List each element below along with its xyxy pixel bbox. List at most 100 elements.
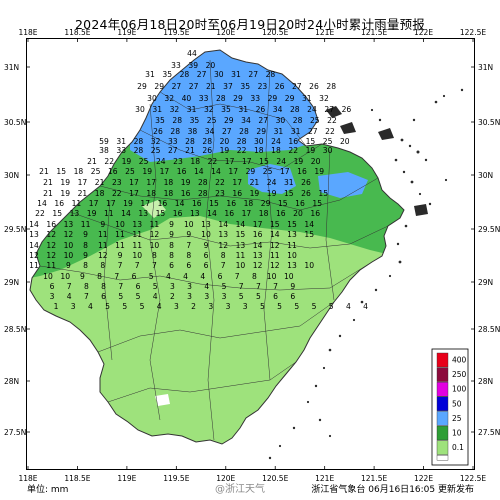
rainfall-value: 17	[129, 178, 139, 187]
rainfall-value: 8	[97, 272, 102, 281]
rainfall-value: 16	[192, 199, 202, 208]
rainfall-value: 11	[115, 230, 125, 239]
rainfall-value: 10	[184, 220, 194, 229]
rainfall-value: 18	[95, 189, 105, 198]
rainfall-value: 19	[267, 189, 277, 198]
rainfall-value: 26	[275, 82, 285, 91]
rainfall-value: 31	[231, 70, 241, 79]
y-tick-label: 28.5N	[478, 325, 500, 334]
rainfall-value: 18	[146, 189, 156, 198]
rainfall-value: 11	[98, 230, 108, 239]
rainfall-value: 3	[71, 302, 76, 311]
rainfall-value: 10	[64, 251, 74, 260]
rainfall-value: 7	[114, 272, 119, 281]
y-tick-label: 29.5N	[478, 225, 500, 234]
rainfall-value: 13	[201, 220, 211, 229]
rainfall-value: 29	[137, 82, 147, 91]
rainfall-value: 11	[270, 251, 280, 260]
rainfall-value: 19	[60, 189, 70, 198]
rainfall-value: 31	[187, 105, 197, 114]
rainfall-value: 11	[132, 230, 142, 239]
rainfall-value: 22	[327, 116, 337, 125]
rainfall-value: 10	[150, 241, 160, 250]
rainfall-value: 11	[81, 220, 91, 229]
rainfall-value: 3	[187, 292, 192, 301]
rainfall-value: 16	[226, 199, 236, 208]
rainfall-value: 16	[310, 209, 320, 218]
rainfall-value: 4	[204, 282, 209, 291]
rainfall-value: 12	[46, 230, 56, 239]
rainfall-value: 12	[46, 241, 56, 250]
map-title: 2024年06月18日20时至06月19日20时24小时累计雨量预报	[75, 17, 425, 32]
rainfall-value: 16	[232, 189, 242, 198]
rainfall-value: 9	[80, 272, 85, 281]
rainfall-value: 29	[233, 94, 243, 103]
rainfall-value: 31	[274, 127, 284, 136]
rainfall-value: 29	[261, 199, 271, 208]
rainfall-value: 8	[100, 261, 105, 270]
rainfall-value: 14	[207, 209, 217, 218]
rainfall-value: 6	[101, 292, 106, 301]
rainfall-value: 28	[326, 82, 336, 91]
rainfall-value: 28	[180, 70, 190, 79]
rainfall-value: 15	[56, 167, 66, 176]
rainfall-value: 22	[288, 146, 298, 155]
rainfall-value: 19	[306, 146, 316, 155]
y-tick-label: 28N	[478, 377, 493, 386]
watermark: @浙江天气	[215, 484, 265, 495]
rainfall-value: 17	[89, 199, 99, 208]
rainfall-value: 13	[236, 241, 246, 250]
rainfall-value: 28	[216, 94, 226, 103]
rainfall-value: 14	[270, 230, 280, 239]
rainfall-value: 8	[101, 282, 106, 291]
rainfall-value: 21	[43, 189, 53, 198]
y-tick-label: 30.5N	[478, 118, 500, 127]
rainfall-value: 31	[302, 94, 312, 103]
rainfall-value: 27	[168, 146, 178, 155]
rainfall-value: 20	[311, 157, 321, 166]
rainfall-value: 18	[271, 146, 281, 155]
rainfall-value: 22	[104, 157, 114, 166]
rainfall-value: 6	[132, 272, 137, 281]
rainfall-value: 26	[202, 146, 212, 155]
legend-label: 25	[452, 414, 462, 423]
legend-swatch	[436, 382, 449, 397]
rainfall-value: 19	[87, 209, 97, 218]
rainfall-value: 12	[46, 251, 56, 260]
rainfall-value: 15	[312, 199, 322, 208]
rainfall-value: 5	[256, 292, 261, 301]
legend-label: 400	[452, 356, 467, 365]
rainfall-value: 28	[290, 105, 300, 114]
rainfall-value: 5	[260, 302, 265, 311]
rainfall-value: 31	[284, 178, 294, 187]
rainfall-value: 17	[225, 157, 235, 166]
rainfall-value: 38	[188, 127, 198, 136]
rainfall-value: 27	[197, 70, 207, 79]
x-tick-label: 119E	[117, 474, 136, 483]
rainfall-value: 4	[200, 272, 205, 281]
rainfall-value: 17	[160, 167, 170, 176]
y-tick-label: 28.5N	[4, 325, 26, 334]
rainfall-value: 15	[278, 199, 288, 208]
rainfall-value: 19	[314, 167, 324, 176]
rainfall-value: 11	[104, 209, 114, 218]
rainfall-value: 21	[43, 178, 53, 187]
precip-legend: 400 250 100 50 25 10 0.1	[431, 348, 469, 466]
rainfall-value: 40	[182, 94, 192, 103]
rainfall-value: 10	[115, 220, 125, 229]
legend-swatch-none	[436, 455, 449, 461]
rainfall-value: 11	[46, 261, 56, 270]
rainfall-value: 8	[169, 251, 174, 260]
rainfall-value: 19	[142, 167, 152, 176]
sea-islands	[268, 88, 464, 460]
rainfall-value: 23	[112, 178, 122, 187]
rainfall-value: 15	[284, 189, 294, 198]
rainfall-value: 21	[250, 178, 260, 187]
rainfall-value: 17	[106, 199, 116, 208]
x-tick-label: 119.5E	[163, 474, 189, 483]
rainfall-value: 7	[152, 261, 157, 270]
rainfall-value: 22	[237, 146, 247, 155]
rainfall-value: 11	[236, 251, 246, 260]
rainfall-value: 6	[273, 292, 278, 301]
